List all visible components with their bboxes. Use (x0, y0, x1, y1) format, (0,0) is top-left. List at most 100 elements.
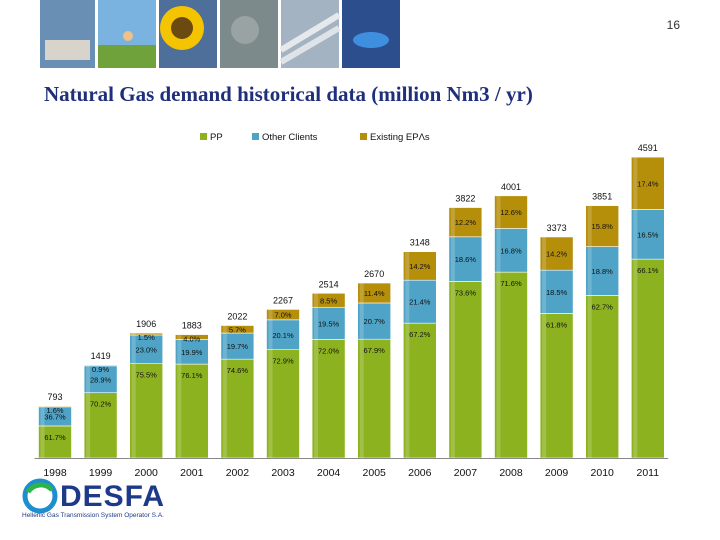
pct-epa-2003: 7.0% (274, 311, 291, 320)
x-axis: 1998 1999 2000 2001 2002 2003 2004 2005 2006 2007… (34, 458, 669, 479)
bar-highlight (587, 246, 592, 296)
bar-2005-pp (357, 338, 392, 459)
bar-2007-other-clients (448, 236, 483, 282)
bar-1998-existing-ep-s (38, 405, 72, 408)
total-label-2011: 4591 (638, 143, 658, 153)
legend-label-2: Existing EPΛs (370, 132, 430, 143)
total-label-2010: 3851 (592, 192, 612, 202)
pct-epa-2007: 12.2% (455, 218, 477, 227)
total-label-2003: 2267 (273, 295, 293, 305)
bar-2006-other-clients (402, 279, 437, 324)
total-label-2002: 2022 (227, 311, 247, 321)
pct-pp-1998: 61.7% (44, 433, 66, 442)
desfa-logo-mark (22, 478, 58, 514)
pct-epa-2009: 14.2% (546, 250, 568, 259)
pct-other-2005: 20.7% (364, 317, 386, 326)
total-label-2000: 1906 (136, 319, 156, 329)
total-label-2005: 2670 (364, 269, 384, 279)
bar-highlight (131, 334, 136, 364)
x-tick-1999: 1999 (89, 467, 113, 479)
bar-2003-existing-ep-s (266, 309, 300, 321)
bar-2001-pp (175, 363, 209, 459)
page-number: 16 (666, 18, 680, 32)
total-label-2007: 3822 (455, 194, 475, 204)
bar-2010-existing-ep-s (585, 205, 620, 247)
chart-bars (38, 156, 665, 459)
bar-highlight (222, 325, 227, 334)
bar-highlight (268, 349, 273, 458)
x-tick-2001: 2001 (180, 467, 204, 479)
bar-highlight (359, 283, 364, 303)
bar-2011-existing-ep-s (630, 156, 665, 210)
bar-2008-existing-ep-s (494, 195, 528, 229)
bar-highlight (86, 392, 91, 458)
bar-1999-existing-ep-s (83, 364, 118, 367)
bar-highlight (222, 359, 227, 458)
x-tick-2003: 2003 (271, 467, 295, 479)
bar-2002-pp (220, 358, 255, 459)
bar-highlight (222, 333, 227, 360)
legend-swatch-2 (360, 133, 367, 140)
bar-2004-other-clients (311, 306, 346, 340)
bar-highlight (496, 195, 501, 229)
pct-epa-2000: 1.5% (138, 333, 155, 342)
bar-highlight (268, 319, 273, 350)
pct-pp-2002: 74.6% (227, 366, 249, 375)
desfa-logo-subtitle: Hellenic Gas Transmission System Operato… (22, 512, 164, 519)
pct-other-1999: 28.9% (90, 375, 112, 384)
pct-other-2006: 21.4% (409, 298, 431, 307)
pct-pp-2003: 72.9% (272, 357, 294, 366)
bar-highlight (587, 295, 592, 458)
pct-pp-2000: 75.5% (136, 371, 158, 380)
bar-highlight (177, 364, 182, 458)
bar-2009-other-clients (539, 269, 574, 314)
bar-highlight (131, 363, 136, 458)
bar-highlight (450, 236, 455, 282)
bar-2001-existing-ep-s (175, 334, 209, 340)
pct-pp-2007: 73.6% (455, 288, 477, 297)
pct-other-1998: 36.7% (44, 412, 66, 421)
x-tick-2010: 2010 (591, 467, 615, 479)
bar-highlight (86, 365, 91, 393)
bar-2000-other-clients (129, 334, 163, 364)
bar-highlight (86, 365, 91, 366)
bar-highlight (633, 259, 638, 458)
total-label-2008: 4001 (501, 182, 521, 192)
bar-highlight (405, 280, 410, 324)
bar-highlight (496, 272, 501, 458)
bar-highlight (314, 293, 319, 308)
bar-2002-other-clients (220, 332, 255, 360)
bar-highlight (405, 323, 410, 458)
bar-1998-pp (38, 425, 72, 459)
bar-highlight (542, 313, 547, 458)
x-tick-1998: 1998 (43, 467, 67, 479)
x-tick-2008: 2008 (499, 467, 523, 479)
bar-2007-existing-ep-s (448, 207, 483, 238)
bar-2003-other-clients (266, 319, 300, 350)
total-label-2006: 3148 (410, 238, 430, 248)
bar-highlight (40, 406, 45, 426)
pct-epa-2004: 8.5% (320, 296, 337, 305)
pct-pp-1999: 70.2% (90, 400, 112, 409)
bar-highlight (633, 209, 638, 260)
bar-highlight (40, 425, 45, 458)
pct-epa-2011: 17.4% (637, 179, 659, 188)
pct-other-2004: 19.5% (318, 319, 340, 328)
legend-label-0: PP (210, 132, 223, 143)
bar-2004-existing-ep-s (311, 292, 346, 308)
pct-epa-2002: 5.7% (229, 325, 246, 334)
bar-2010-pp (585, 295, 620, 459)
pct-epa-2008: 12.6% (500, 208, 522, 217)
pct-other-2000: 23.0% (136, 345, 158, 354)
pct-epa-2010: 15.8% (592, 222, 614, 231)
total-label-2001: 1883 (182, 321, 202, 331)
pct-other-2009: 18.5% (546, 288, 568, 297)
bar-highlight (268, 309, 273, 320)
pct-other-2008: 16.8% (500, 246, 522, 255)
x-tick-2002: 2002 (226, 467, 250, 479)
bar-2000-existing-ep-s (129, 332, 163, 336)
pct-pp-2011: 66.1% (637, 266, 659, 275)
bar-2005-other-clients (357, 302, 392, 340)
bar-highlight (177, 339, 182, 365)
bar-1999-other-clients (83, 365, 118, 394)
